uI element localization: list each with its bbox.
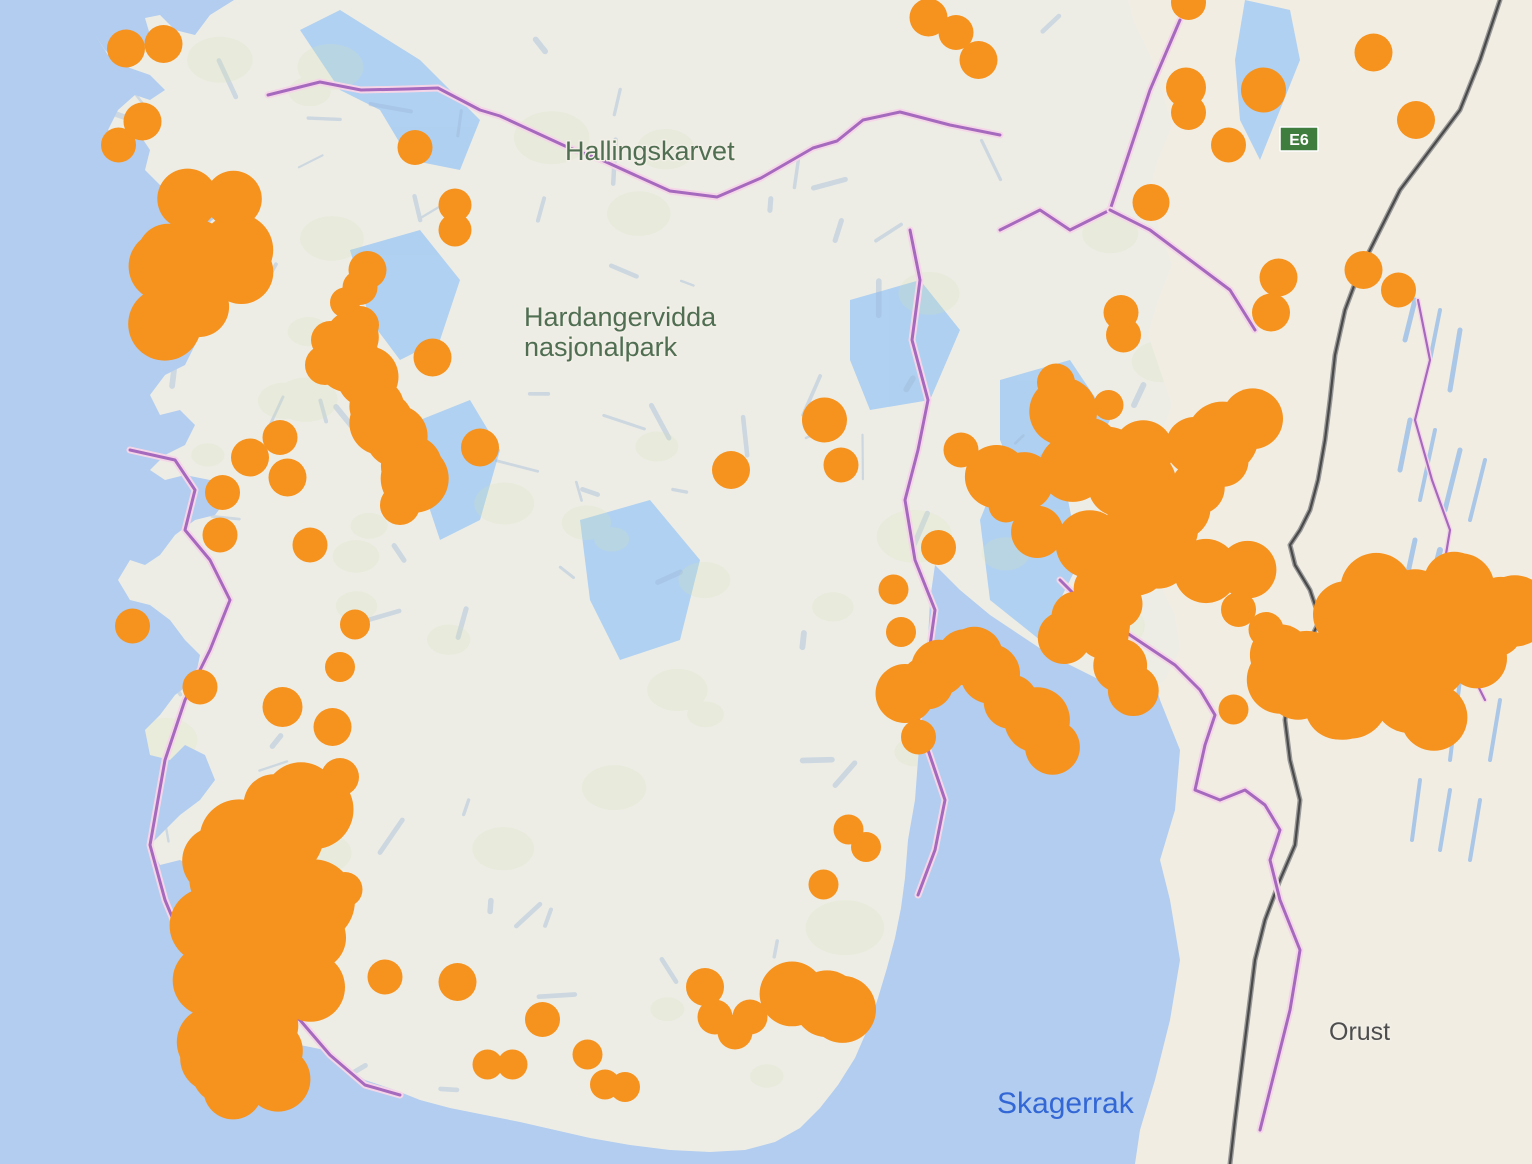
svg-text:E6: E6: [1289, 132, 1309, 149]
svg-text:nasjonalpark: nasjonalpark: [524, 332, 678, 362]
svg-text:Hallingskarvet: Hallingskarvet: [565, 136, 735, 166]
svg-text:Orust: Orust: [1329, 1018, 1390, 1046]
svg-text:Skagerrak: Skagerrak: [997, 1087, 1135, 1120]
svg-text:Hardangervidda: Hardangervidda: [524, 302, 717, 332]
